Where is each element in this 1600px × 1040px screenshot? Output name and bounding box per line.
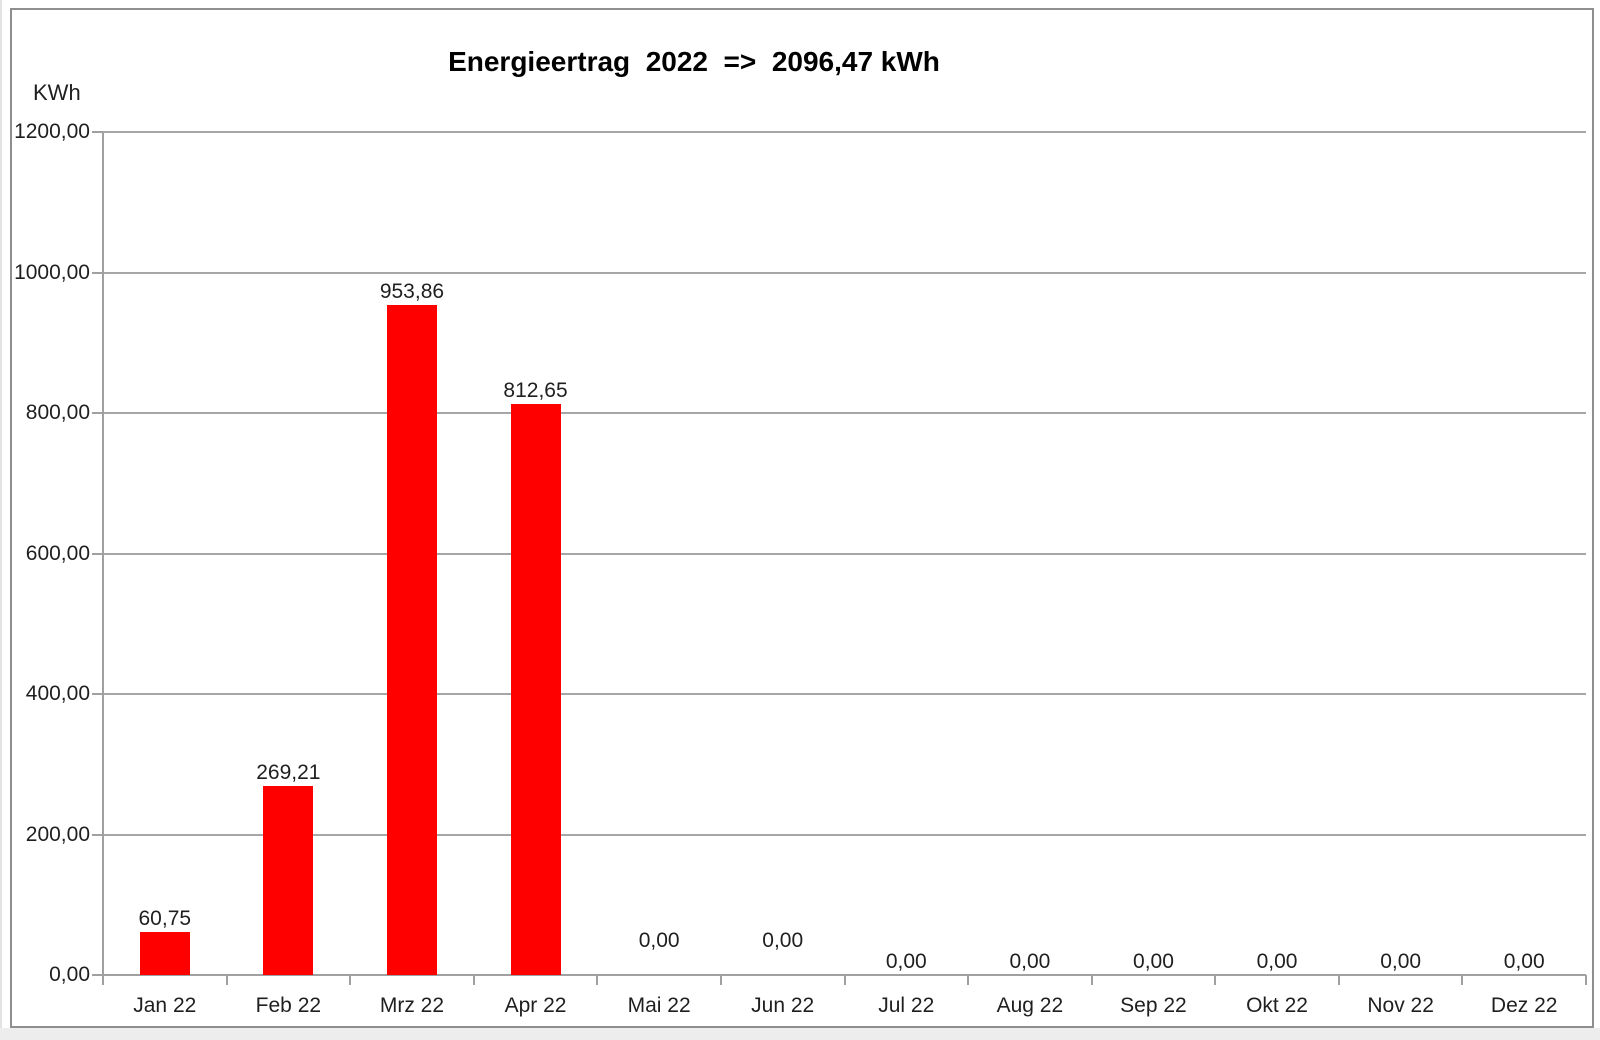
gridline [103, 412, 1586, 414]
y-tick-label: 400,00 [25, 682, 90, 705]
x-axis-tick [1214, 975, 1217, 985]
x-axis-tick [349, 975, 352, 985]
chart-window: Energieertrag 2022 => 2096,47 kWh KWh 0,… [10, 8, 1594, 1028]
x-tick-label: Okt 22 [1246, 994, 1308, 1017]
bar-value-label: 0,00 [1133, 950, 1174, 973]
y-axis-tick [92, 974, 103, 976]
y-tick-label: 1200,00 [14, 120, 90, 143]
x-tick-label: Apr 22 [504, 994, 567, 1017]
y-axis-tick [92, 833, 103, 836]
bar-value-label: 269,21 [256, 760, 321, 784]
x-tick-label: Aug 22 [996, 994, 1064, 1017]
x-tick-label: Nov 22 [1367, 994, 1434, 1017]
y-tick-label: 1000,00 [14, 260, 90, 284]
bar [386, 304, 437, 975]
bar-value-label: 60,75 [138, 907, 192, 931]
x-tick-label: Dez 22 [1490, 994, 1558, 1017]
page-edge-bottom [0, 1028, 1600, 1040]
x-axis-tick [719, 975, 722, 985]
bar [263, 785, 314, 975]
gridline [103, 131, 1586, 133]
x-tick-label: Jun 22 [751, 994, 815, 1017]
gridline [103, 833, 1586, 836]
bar-value-label: 0,00 [1256, 950, 1298, 973]
chart-title: Energieertrag 2022 => 2096,47 kWh [448, 46, 940, 77]
x-tick-label: Jan 22 [133, 994, 197, 1017]
x-tick-label: Sep 22 [1120, 994, 1187, 1017]
gridline [103, 271, 1586, 274]
gridline [103, 552, 1586, 555]
bar-value-label: 0,00 [1503, 950, 1545, 973]
x-tick-label: Mrz 22 [379, 994, 445, 1017]
y-axis-tick [92, 131, 103, 133]
x-axis-tick [472, 975, 475, 985]
page-edge-left [0, 0, 2, 1040]
bar [139, 932, 190, 975]
y-tick-label: 800,00 [25, 401, 90, 424]
y-axis [102, 132, 104, 985]
gridline [103, 693, 1586, 695]
x-tick-label: Mai 22 [627, 994, 691, 1017]
x-tick-label: Feb 22 [255, 994, 322, 1017]
y-tick-label: 0,00 [49, 963, 90, 986]
y-axis-tick [92, 552, 103, 555]
bar-value-label: 0,00 [1380, 950, 1422, 973]
y-axis-tick [92, 693, 103, 695]
x-axis-tick [1090, 975, 1093, 985]
x-axis-tick [843, 975, 846, 985]
chart-plot-area: Energieertrag 2022 => 2096,47 kWh KWh 0,… [12, 10, 1592, 1026]
y-axis-unit-label: KWh [33, 80, 81, 105]
bar-value-label: 953,86 [379, 279, 445, 303]
x-axis-tick [596, 975, 599, 985]
x-tick-label: Jul 22 [878, 994, 935, 1017]
x-axis-tick [225, 975, 228, 985]
bar-value-label: 812,65 [503, 379, 568, 403]
x-axis-tick [102, 975, 104, 985]
x-axis-tick [1461, 975, 1464, 985]
bar-value-label: 0,00 [638, 929, 680, 952]
bar-value-label: 0,00 [762, 929, 804, 952]
bar-value-label: 0,00 [1009, 950, 1051, 973]
x-axis-tick [1337, 975, 1340, 985]
y-tick-label: 200,00 [25, 822, 90, 846]
y-tick-label: 600,00 [25, 541, 90, 565]
x-axis-tick [1585, 975, 1587, 985]
x-axis-tick [967, 975, 970, 985]
bar [510, 404, 561, 975]
y-axis-tick [92, 412, 103, 414]
y-axis-tick [92, 271, 103, 274]
bar-value-label: 0,00 [885, 950, 927, 973]
